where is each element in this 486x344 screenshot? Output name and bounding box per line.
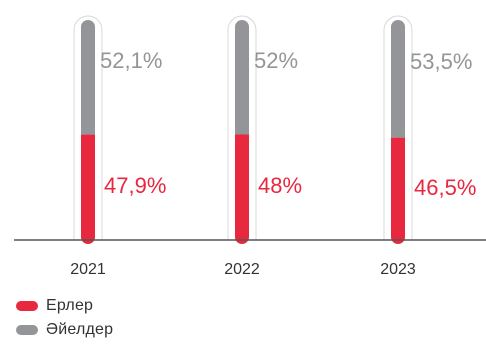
bar-men-2023 <box>391 137 405 244</box>
bar-men-join-2021 <box>81 134 95 141</box>
bar-men-2022 <box>235 134 249 244</box>
bar-outline-2022 <box>227 15 257 240</box>
x-tick-label-2021: 2021 <box>70 261 106 278</box>
bar-women-2022 <box>235 20 249 135</box>
legend-item-women: Әйелдер <box>16 320 113 340</box>
bar-outline-2021 <box>73 15 103 240</box>
legend-label-men: Ерлер <box>46 297 94 314</box>
bar-women-2023 <box>391 20 405 138</box>
legend-swatch-women <box>16 325 38 335</box>
x-tick-label-2022: 2022 <box>224 261 260 278</box>
data-label-women-2021: 52,1% <box>100 48 162 73</box>
bar-women-join-2023 <box>391 131 405 138</box>
bar-men-join-2022 <box>235 134 249 141</box>
legend-item-men: Ерлер <box>16 296 93 316</box>
data-label-women-2022: 52% <box>254 48 298 73</box>
legend-label-women: Әйелдер <box>46 321 114 338</box>
legend-swatch-men <box>16 301 38 311</box>
legend: Ерлер Әйелдер <box>16 296 216 344</box>
bar-women-join-2021 <box>81 128 95 135</box>
bar-women-2021 <box>81 20 95 135</box>
data-label-men-2023: 46,5% <box>414 175 476 200</box>
bar-men-join-2023 <box>391 137 405 144</box>
data-label-women-2023: 53,5% <box>410 49 472 74</box>
data-label-men-2022: 48% <box>258 173 302 198</box>
bar-men-2021 <box>81 134 95 244</box>
bar-women-join-2022 <box>235 128 249 135</box>
bar-outline-2023 <box>383 15 413 240</box>
data-label-men-2021: 47,9% <box>104 173 166 198</box>
x-tick-label-2023: 2023 <box>380 261 416 278</box>
